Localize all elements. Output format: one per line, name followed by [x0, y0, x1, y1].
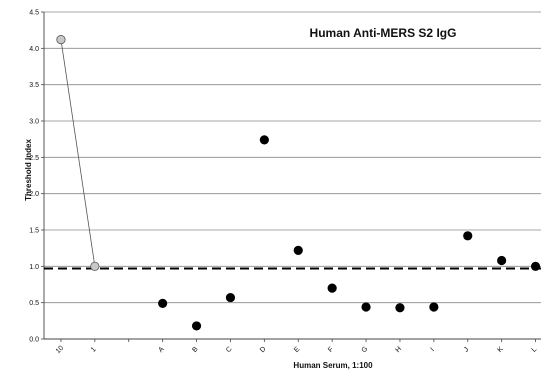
x-tick-label: K	[496, 346, 504, 354]
y-tick-label: 3.5	[29, 82, 39, 89]
axes	[41, 11, 541, 342]
x-tick-label: L	[531, 346, 539, 354]
y-tick-label: 1.0	[29, 264, 39, 271]
data-point	[530, 261, 541, 271]
x-tick-label: C	[225, 346, 234, 355]
data-point	[497, 255, 507, 266]
x-tick-label: H	[395, 346, 404, 355]
y-tick-label: 2.0	[29, 191, 39, 198]
data-point	[293, 245, 303, 255]
x-tick-label: B	[191, 346, 199, 354]
x-tick-labels: 10 1 A B C D E F G H I J K L	[55, 345, 539, 356]
y-tick-labels: 0.0 0.5 1.0 1.5 2.0 2.5 3.0 3.5 4.0 4.5	[29, 10, 39, 344]
y-tick-label: 4.5	[29, 10, 39, 17]
y-tick-label: 0.0	[29, 337, 39, 344]
data-point	[395, 303, 405, 313]
data-series	[56, 35, 541, 331]
data-point	[191, 321, 202, 331]
y-tick-label: 4.0	[29, 46, 39, 53]
y-axis-title: Threshold Index	[24, 139, 33, 201]
data-point	[361, 302, 371, 312]
data-point	[259, 135, 269, 145]
gridlines	[44, 11, 541, 304]
y-tick-label: 0.5	[29, 300, 39, 307]
x-tick-label: E	[293, 346, 301, 354]
data-point	[158, 298, 168, 308]
x-tick-label: D	[259, 346, 268, 355]
x-tick-label: I	[430, 347, 436, 353]
x-axis-title: Human Serum, 1:100	[293, 361, 373, 370]
x-tick-label: 10	[55, 345, 66, 356]
data-point	[56, 35, 66, 45]
data-point	[327, 283, 337, 293]
x-tick-label: A	[157, 346, 165, 354]
y-tick-label: 2.5	[29, 155, 39, 162]
chart-title: Human Anti-MERS S2 IgG	[310, 26, 457, 40]
x-tick-label: G	[361, 346, 370, 355]
data-point	[429, 302, 439, 312]
x-tick-label: J	[463, 346, 470, 353]
series-connector-line	[60, 39, 96, 267]
data-point	[463, 231, 473, 241]
y-tick-label: 1.5	[29, 228, 39, 235]
data-point	[225, 292, 236, 303]
y-tick-label: 3.0	[29, 119, 39, 126]
x-tick-label: F	[327, 346, 335, 354]
data-point	[90, 261, 100, 271]
x-tick-label: 1	[90, 346, 98, 354]
